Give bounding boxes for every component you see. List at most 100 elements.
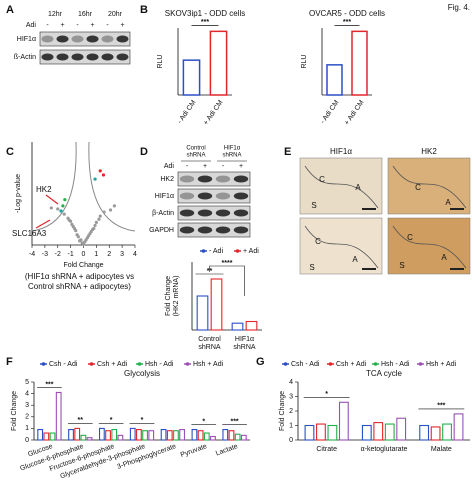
bar <box>43 432 50 441</box>
threshold-curve <box>31 141 77 232</box>
blot-row-label: β-Actin <box>152 210 174 217</box>
volcano-point <box>72 226 77 231</box>
y-axis-label: RLU <box>157 54 164 68</box>
volcano-point <box>49 206 53 210</box>
lane-sign: + <box>120 22 124 29</box>
x-tick-label: 2 <box>107 251 111 258</box>
scale-bar <box>362 208 376 210</box>
group-label: Control <box>186 146 205 152</box>
volcano-point <box>108 208 113 212</box>
legend-label: - Adi <box>209 248 223 255</box>
time-label: 20hr <box>108 11 123 18</box>
significance: *** <box>45 381 53 388</box>
tissue-label: C <box>407 233 413 242</box>
tissue-boundary <box>304 165 379 209</box>
chart-title: SKOV3ip1 - ODD cells <box>165 9 245 18</box>
bar <box>160 429 167 441</box>
x-tick-label: 0 <box>82 251 86 258</box>
legend-marker <box>235 249 240 253</box>
blot-band <box>233 226 249 234</box>
blot-band <box>215 192 231 200</box>
bar <box>361 424 372 441</box>
chart-title: OVCAR5 - ODD cells <box>309 9 385 18</box>
bar <box>396 417 407 441</box>
x-axis-label: Fold Change <box>63 262 103 269</box>
bar <box>442 423 452 441</box>
y-axis-label: Fold Change <box>279 391 286 431</box>
blot-band <box>233 209 249 217</box>
scale-bar <box>450 208 464 210</box>
legend-marker <box>418 362 423 366</box>
volcano-point <box>56 207 60 211</box>
bar <box>80 434 87 441</box>
bar <box>316 423 326 441</box>
legend-marker <box>201 249 206 253</box>
panel-letter: G <box>256 356 265 368</box>
tissue-label: S <box>399 261 404 270</box>
volcano-point <box>63 198 67 202</box>
x-tick-label: - Adi CM <box>320 99 341 125</box>
blot-row-label: ß-Actin <box>14 54 36 61</box>
legend-marker <box>89 362 94 366</box>
blot-band <box>41 53 54 61</box>
bar <box>338 401 349 441</box>
x-tick-label: shRNA <box>233 344 256 351</box>
legend-label: Csh + Adi <box>336 361 367 368</box>
significance: *** <box>343 19 351 26</box>
y-tick-label: 4 <box>25 390 29 397</box>
volcano-point <box>90 227 95 232</box>
bar <box>304 424 315 441</box>
significance: *** <box>230 418 238 425</box>
tissue-label: C <box>415 183 421 192</box>
bar <box>245 320 258 331</box>
bar <box>234 433 241 441</box>
x-tick-label: 1 <box>94 251 98 258</box>
bar <box>98 427 105 441</box>
tissue-label: C <box>319 175 325 184</box>
blot-strip <box>177 171 251 187</box>
bar <box>453 413 464 441</box>
threshold-curve <box>88 141 136 232</box>
significance: *** <box>437 403 445 410</box>
lane-sign: - <box>186 163 189 170</box>
y-tick-label: 0 <box>289 437 293 444</box>
legend-marker <box>185 362 190 366</box>
volcano-point <box>93 177 97 181</box>
blot-band <box>233 192 249 200</box>
ihc-image <box>299 157 383 215</box>
significance-bracket <box>209 265 245 296</box>
ihc-image <box>387 157 471 215</box>
caption: Control shRNA + adipocytes) <box>28 282 131 291</box>
blot-band <box>56 53 69 61</box>
bar <box>105 430 111 441</box>
bar <box>179 429 186 441</box>
lane-sign: + <box>90 22 94 29</box>
volcano-point <box>85 236 89 240</box>
bar <box>384 423 395 441</box>
bar <box>182 59 201 96</box>
volcano-point <box>81 242 86 246</box>
bar <box>86 437 93 441</box>
volcano-point <box>101 173 106 177</box>
tissue-boundary <box>304 225 379 269</box>
blot-row-label: HIF1α <box>155 193 174 200</box>
legend-label: Csh - Adi <box>49 361 78 368</box>
bar <box>173 430 179 441</box>
x-tick-label: HIF1α <box>235 336 254 343</box>
annotation: HK2 <box>36 185 52 194</box>
bar <box>203 432 210 441</box>
lane-sign: - <box>46 22 49 29</box>
y-tick-label: 4 <box>289 379 293 386</box>
blot-strip <box>177 205 251 221</box>
panel-letter: C <box>6 146 14 158</box>
time-label: 12hr <box>48 11 63 18</box>
ihc-image <box>387 217 471 275</box>
x-tick-label: + Adi CM <box>203 99 225 127</box>
volcano-point <box>70 222 74 226</box>
bar <box>111 429 118 441</box>
volcano-point <box>94 220 98 224</box>
panel-letter: B <box>140 4 148 16</box>
bar <box>68 429 74 441</box>
x-tick-label: 4 <box>133 251 137 258</box>
blot-band <box>116 35 129 43</box>
